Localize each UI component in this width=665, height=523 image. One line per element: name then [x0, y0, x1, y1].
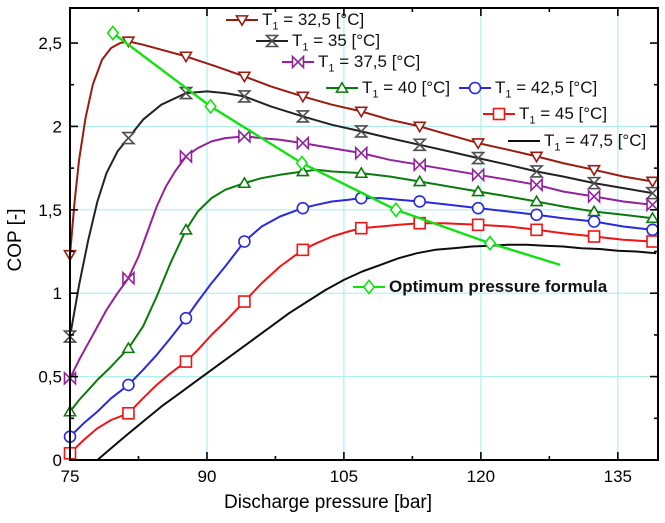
- svg-text:2,5: 2,5: [38, 34, 62, 53]
- legend-label: T1 = 42,5 [°C]: [495, 78, 598, 101]
- triangle-up-marker-icon: [325, 80, 359, 96]
- square-marker-icon: [482, 106, 516, 122]
- axis-ticks: [69, 8, 658, 461]
- svg-text:0,5: 0,5: [38, 368, 62, 387]
- svg-text:0: 0: [53, 451, 62, 470]
- svg-text:75: 75: [61, 467, 80, 486]
- legend-item-t1-35: T1 = 35 [°C]: [255, 30, 381, 54]
- svg-text:2: 2: [53, 117, 62, 136]
- series-7: [106, 25, 561, 267]
- circle-marker-icon: [458, 80, 492, 96]
- legend-label: T1 = 45 [°C]: [519, 104, 608, 127]
- svg-text:90: 90: [197, 467, 216, 486]
- series-2: [63, 128, 659, 386]
- svg-text:1: 1: [53, 284, 62, 303]
- series-0: [63, 36, 660, 262]
- series-4: [63, 191, 659, 443]
- legend-item-optimum-pressure-formula: Optimum pressure formula: [352, 276, 607, 298]
- legend-item-t1-42-5: T1 = 42,5 [°C]: [458, 77, 598, 101]
- triangle-down-marker-icon: [225, 12, 259, 28]
- svg-text:135: 135: [604, 467, 632, 486]
- plot-border: [69, 7, 659, 461]
- legend-item-t1-47-5: T1 = 47,5 [°C]: [507, 130, 647, 154]
- legend-label: T1 = 40 [°C]: [362, 78, 451, 101]
- legend-label: T1 = 37,5 [°C]: [318, 52, 421, 75]
- svg-text:120: 120: [467, 467, 495, 486]
- series-5: [63, 216, 659, 460]
- legend-item-t1-32-5: T1 = 32,5 [°C]: [225, 9, 365, 33]
- legend-item-t1-40: T1 = 40 [°C]: [325, 77, 451, 101]
- tick-labels: 75 90 105 120 135 0 0,5 1 1,5 2 2,5: [38, 34, 632, 486]
- legend-item-t1-45: T1 = 45 [°C]: [482, 103, 608, 127]
- legend-label: T1 = 32,5 [°C]: [262, 10, 365, 33]
- series-6: [96, 243, 657, 461]
- legend-label: T1 = 35 [°C]: [292, 31, 381, 54]
- x-axis-title: Discharge pressure [bar]: [223, 492, 433, 513]
- y-axis-title: COP [-]: [5, 208, 26, 272]
- line-marker-icon: [507, 133, 541, 149]
- bowtie-marker-icon: [281, 54, 315, 70]
- svg-text:105: 105: [330, 467, 358, 486]
- svg-text:1,5: 1,5: [38, 201, 62, 220]
- hourglass-marker-icon: [255, 33, 289, 49]
- series-3: [63, 164, 660, 417]
- legend-label: Optimum pressure formula: [389, 277, 608, 296]
- legend-label: T1 = 47,5 [°C]: [544, 131, 647, 154]
- diamond-marker-icon: [352, 279, 386, 295]
- legend-item-t1-37-5: T1 = 37,5 [°C]: [281, 51, 421, 75]
